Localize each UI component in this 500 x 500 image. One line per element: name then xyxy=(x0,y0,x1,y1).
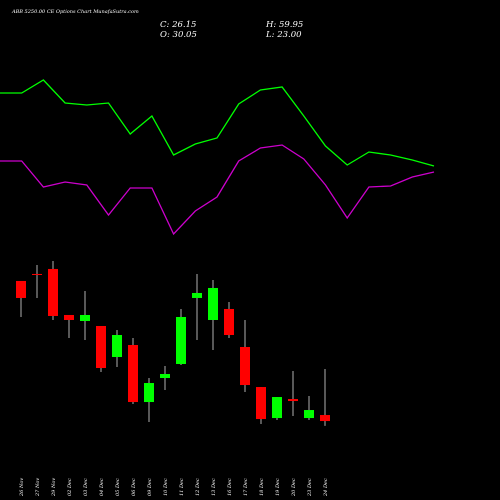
chart-title: ABB 5250.00 CE Options Chart MunafaSutra… xyxy=(11,9,139,15)
x-tick-label: 03 Dec xyxy=(83,478,89,496)
candle-body xyxy=(48,268,58,316)
x-tick-label: 19 Dec xyxy=(275,478,281,496)
candle-body xyxy=(208,287,218,320)
x-tick-label: 29 Nov xyxy=(51,478,57,497)
x-tick-label: 02 Dec xyxy=(67,478,73,496)
candle-body xyxy=(224,308,234,335)
x-tick-label: 23 Dec xyxy=(307,478,313,497)
low-label: L: 23.00 xyxy=(265,30,302,40)
indicator-line xyxy=(0,144,435,236)
candle-body xyxy=(272,397,282,419)
candle-body xyxy=(80,314,90,321)
x-tick-label: 10 Dec xyxy=(163,478,169,496)
candle-body xyxy=(288,399,298,402)
candle-body xyxy=(64,314,74,320)
x-tick-label: 13 Dec xyxy=(211,478,217,496)
candle-body xyxy=(176,316,186,365)
x-tick-label: 04 Dec xyxy=(99,478,105,496)
candle-body xyxy=(16,280,26,298)
x-tick-label: 11 Dec xyxy=(179,478,185,496)
x-tick-label: 06 Dec xyxy=(131,478,137,496)
candle-body xyxy=(128,345,138,403)
x-tick-label: 26 Nov xyxy=(19,478,25,497)
x-tick-label: 18 Dec xyxy=(259,478,265,496)
x-tick-label: 16 Dec xyxy=(227,478,233,496)
close-label: C: 26.15 xyxy=(160,20,196,30)
candle-body xyxy=(96,325,106,369)
open-label: O: 30.05 xyxy=(160,30,197,40)
high-label: H: 59.95 xyxy=(265,20,303,30)
x-tick-label: 09 Dec xyxy=(147,478,153,496)
candle-body xyxy=(304,410,314,419)
x-tick-label: 24 Dec xyxy=(323,478,329,497)
x-tick-label: 05 Dec xyxy=(115,478,121,496)
candle-body xyxy=(240,347,250,386)
candle-body xyxy=(160,374,170,379)
x-tick-label: 12 Dec xyxy=(195,478,201,496)
candle-body xyxy=(144,383,154,403)
x-tick-label: 17 Dec xyxy=(243,478,249,496)
candle-body xyxy=(192,292,202,298)
candle-body xyxy=(32,273,42,275)
candle-body xyxy=(112,334,122,358)
candle-body xyxy=(320,415,330,422)
indicator-line xyxy=(0,79,435,167)
candle-body xyxy=(256,387,266,420)
x-tick-label: 20 Dec xyxy=(291,478,297,497)
x-tick-label: 27 Nov xyxy=(35,478,41,497)
